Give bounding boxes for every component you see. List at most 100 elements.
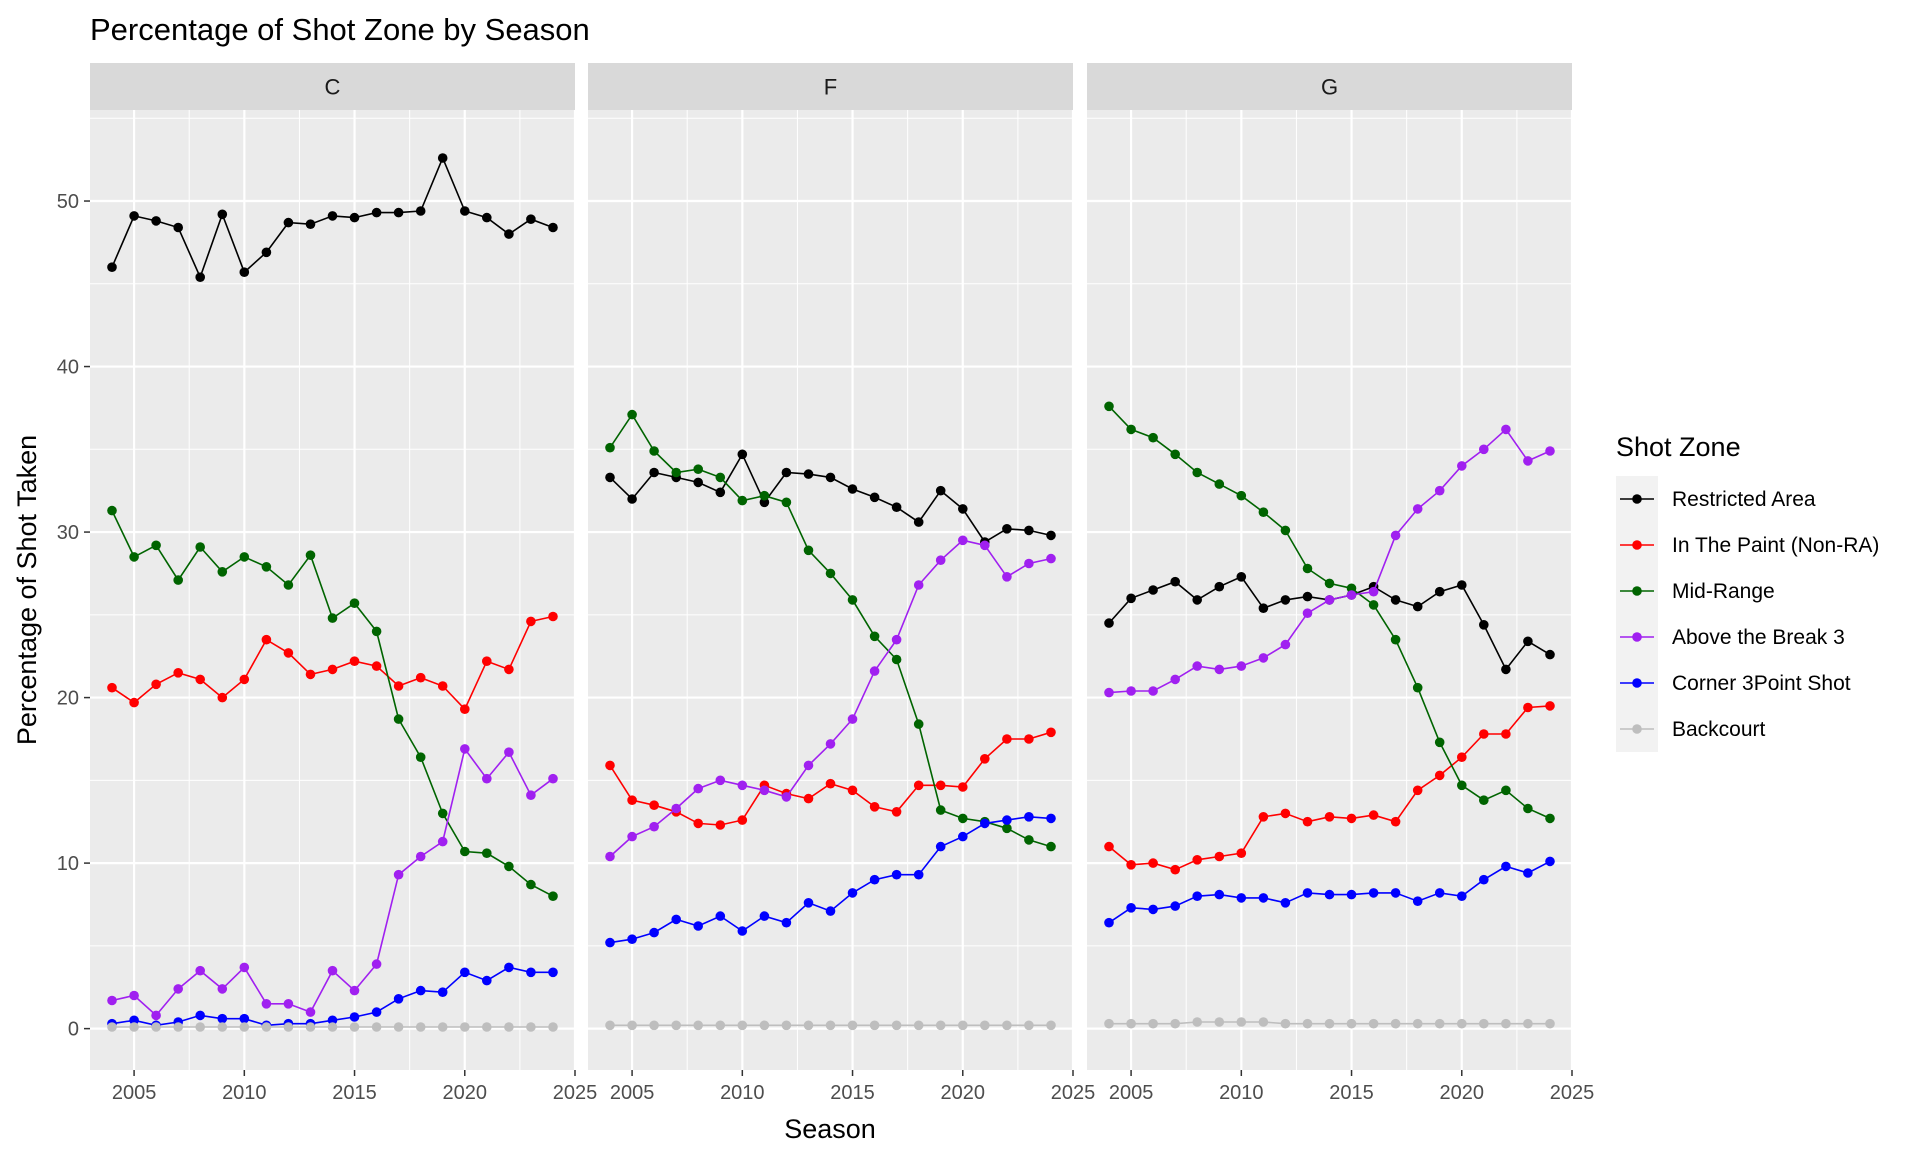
data-point <box>1170 901 1180 911</box>
data-point <box>393 994 404 1004</box>
data-point <box>737 926 748 936</box>
data-point <box>627 409 637 420</box>
data-point <box>1148 585 1158 595</box>
data-point <box>1412 682 1423 693</box>
x-tick-label: 2025 <box>1051 1082 1096 1104</box>
data-point <box>759 785 770 796</box>
data-point <box>195 1010 205 1021</box>
facet-strip-label: F <box>824 75 837 100</box>
data-point <box>1302 608 1313 618</box>
data-point <box>847 785 858 796</box>
data-point <box>526 967 536 978</box>
data-point <box>283 580 294 590</box>
data-point <box>1002 823 1012 834</box>
data-point <box>327 613 338 623</box>
data-point <box>1280 639 1291 650</box>
data-point <box>437 681 448 691</box>
data-point <box>349 985 360 996</box>
data-point <box>980 1020 990 1031</box>
data-point <box>349 1012 360 1022</box>
data-point <box>1148 904 1158 915</box>
data-point <box>239 552 250 562</box>
data-point <box>803 898 814 908</box>
data-point <box>803 545 814 556</box>
data-point <box>107 505 117 516</box>
data-point <box>1302 1018 1313 1029</box>
data-point <box>980 754 990 764</box>
data-point <box>1126 424 1136 435</box>
data-point <box>151 216 161 226</box>
legend-item: Corner 3Point Shot <box>1616 660 1851 706</box>
x-tick-label: 2005 <box>1109 1082 1154 1104</box>
data-point <box>1236 1017 1247 1027</box>
data-point <box>371 1022 382 1032</box>
data-point <box>1104 618 1114 628</box>
data-point <box>1192 467 1202 478</box>
data-point <box>693 783 703 794</box>
data-point <box>129 211 139 221</box>
legend-title: Shot Zone <box>1616 432 1741 462</box>
data-point <box>1214 664 1225 675</box>
data-point <box>1501 424 1511 435</box>
data-point <box>1346 583 1357 594</box>
data-point <box>627 1020 637 1031</box>
legend-key-point <box>1632 540 1642 550</box>
data-point <box>415 206 426 216</box>
data-point <box>1324 1018 1335 1029</box>
data-point <box>1412 1018 1423 1029</box>
data-point <box>327 1015 338 1026</box>
data-point <box>107 262 117 273</box>
data-point <box>671 467 681 478</box>
data-point <box>371 661 382 671</box>
data-point <box>1368 810 1379 820</box>
data-point <box>649 927 659 938</box>
data-point <box>1545 856 1555 867</box>
legend-key-point <box>1632 724 1642 734</box>
data-point <box>869 802 880 812</box>
data-point <box>1324 812 1335 822</box>
data-point <box>1390 595 1401 605</box>
data-point <box>1024 558 1034 569</box>
data-point <box>1046 727 1056 738</box>
data-point <box>1434 737 1445 748</box>
data-point <box>715 820 726 830</box>
data-point <box>129 697 139 708</box>
data-point <box>415 851 426 862</box>
legend-label: Backcourt <box>1672 718 1766 741</box>
data-point <box>1501 1018 1511 1029</box>
data-point <box>825 906 836 916</box>
data-point <box>1280 808 1291 819</box>
data-point <box>869 874 880 885</box>
data-point <box>847 484 858 494</box>
data-point <box>715 775 726 786</box>
data-point <box>1170 449 1180 460</box>
data-point <box>1346 590 1357 600</box>
data-point <box>847 888 858 898</box>
data-point <box>891 807 902 817</box>
data-point <box>1104 401 1114 412</box>
data-point <box>693 464 703 475</box>
data-point <box>327 664 338 675</box>
data-point <box>349 656 360 666</box>
data-point <box>504 861 514 872</box>
data-point <box>1346 1018 1357 1029</box>
x-tick-label: 2020 <box>1440 1082 1485 1104</box>
data-point <box>803 1020 814 1031</box>
data-point <box>1434 888 1445 898</box>
data-point <box>1148 432 1158 443</box>
data-point <box>1368 888 1379 898</box>
data-point <box>980 818 990 829</box>
facet-panel-c: C 2005 2010 2015 2020 2025 0 10 20 30 40 50 <box>57 63 597 1104</box>
data-point <box>1523 868 1533 878</box>
data-point <box>1126 860 1136 870</box>
data-point <box>693 1020 703 1031</box>
data-point <box>1412 896 1423 906</box>
data-point <box>1214 889 1225 900</box>
data-point <box>1501 664 1511 675</box>
data-point <box>195 1022 205 1032</box>
data-point <box>460 744 470 754</box>
x-axis-title: Season <box>784 1114 876 1144</box>
data-point <box>526 790 536 800</box>
data-point <box>627 934 637 944</box>
